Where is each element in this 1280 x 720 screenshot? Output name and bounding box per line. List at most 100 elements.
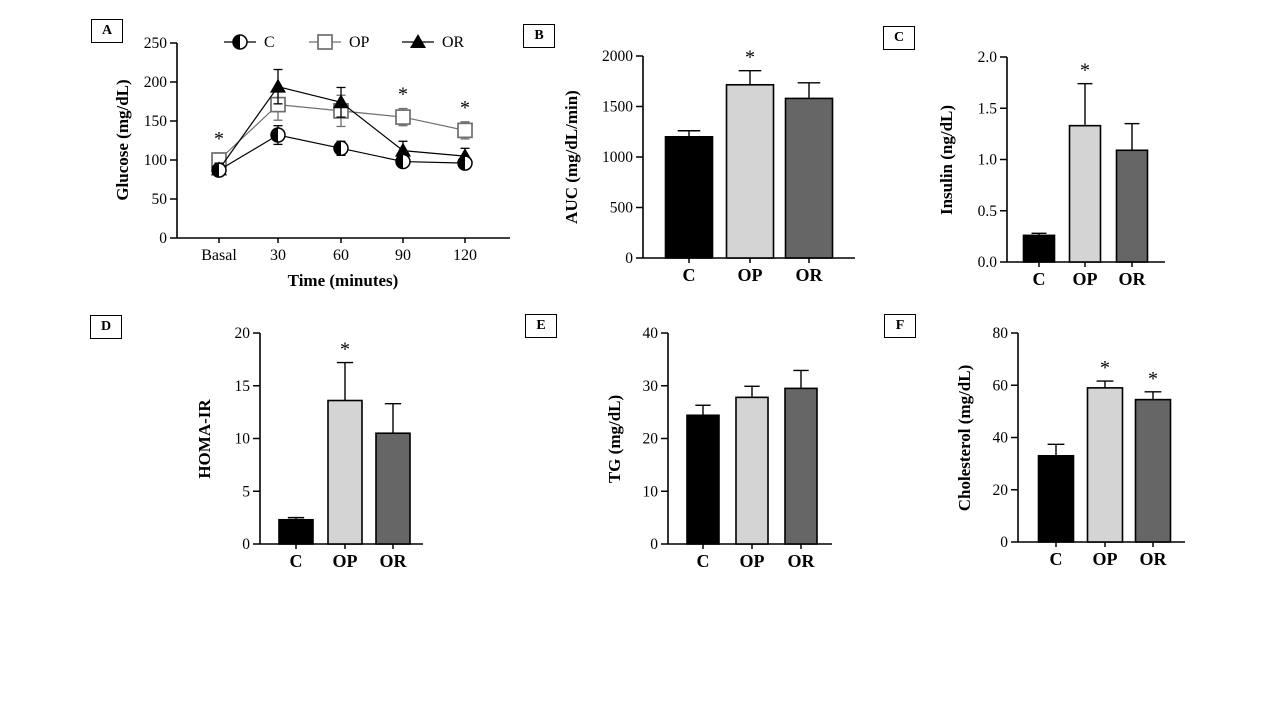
- axes: 0.0 0.5 1.0 1.5 2.0: [978, 49, 1165, 271]
- svg-text:2000: 2000: [602, 48, 633, 65]
- svg-text:150: 150: [144, 113, 168, 130]
- svg-text:250: 250: [144, 35, 168, 52]
- svg-text:20: 20: [993, 482, 1009, 499]
- svg-text:*: *: [745, 47, 755, 69]
- svg-text:OP: OP: [740, 551, 765, 571]
- panel-D-homa-ir: D 0 5 10 15 20 HOMA-IR C OP * OR: [80, 305, 460, 605]
- panel-D-label: D: [100, 319, 112, 334]
- svg-text:0.0: 0.0: [978, 254, 998, 271]
- svg-text:OR: OR: [788, 551, 816, 571]
- bars: C OP * OR *: [1037, 357, 1172, 569]
- axes: 0 500 1000 1500 2000: [602, 48, 855, 267]
- panel-E-tg: E 0 10 20 30 40 TG (mg/dL) C OP OR: [520, 305, 880, 605]
- panel-E-label: E: [536, 318, 546, 333]
- svg-text:0: 0: [650, 536, 658, 553]
- y-axis-label: HOMA-IR: [195, 399, 214, 479]
- svg-text:60: 60: [993, 377, 1009, 394]
- glucose-line-chart: 0 50 100 150 200 250 Glucose (mg/dL) Basal 30 60 9…: [113, 34, 510, 290]
- svg-text:0: 0: [1000, 534, 1008, 551]
- bars: C OP * OR: [1022, 60, 1149, 289]
- svg-text:80: 80: [993, 325, 1009, 342]
- panel-A-label-box: A: [91, 19, 123, 43]
- svg-text:OR: OR: [1140, 549, 1168, 569]
- homa-ir-bar-chart: 0 5 10 15 20 HOMA-IR C OP * OR: [195, 325, 423, 571]
- panel-B-auc: B 0 500 1000 1500 2000 AUC (mg/dL/min) C OP * OR: [520, 10, 880, 310]
- y-axis-label: Glucose (mg/dL): [113, 79, 132, 200]
- svg-text:OP: OP: [333, 551, 358, 571]
- svg-text:50: 50: [152, 191, 168, 208]
- svg-text:OR: OR: [380, 551, 408, 571]
- svg-text:*: *: [214, 128, 224, 150]
- y-axis-label: Insulin (ng/dL): [937, 105, 956, 215]
- panel-C-label: C: [893, 30, 905, 45]
- svg-text:OR: OR: [442, 34, 465, 51]
- svg-text:OP: OP: [1073, 269, 1098, 289]
- svg-text:60: 60: [333, 247, 349, 264]
- svg-text:1000: 1000: [602, 149, 633, 166]
- panel-F-cholesterol: F 0 20 40 60 80 Cholesterol (mg/dL) C OP * OR *: [875, 305, 1220, 605]
- svg-text:90: 90: [395, 247, 411, 264]
- svg-text:1.0: 1.0: [978, 152, 998, 169]
- svg-text:OP: OP: [1093, 549, 1118, 569]
- svg-text:200: 200: [144, 74, 168, 91]
- svg-text:100: 100: [144, 152, 168, 169]
- y-axis-label: Cholesterol (mg/dL): [955, 365, 974, 512]
- svg-text:OP: OP: [349, 34, 370, 51]
- series-OR: [211, 68, 473, 177]
- panel-A-label: A: [101, 23, 113, 38]
- svg-text:Basal: Basal: [201, 247, 237, 264]
- panel-C-insulin: C 0.0 0.5 1.0 1.5 2.0 Insulin (ng/dL) C OP * OR: [875, 10, 1220, 310]
- panel-F-label: F: [895, 318, 905, 333]
- svg-text:C: C: [697, 551, 710, 571]
- auc-bar-chart: 0 500 1000 1500 2000 AUC (mg/dL/min) C OP * OR: [562, 47, 855, 285]
- svg-text:15: 15: [235, 378, 251, 395]
- axes: 0 50 100 150 200 250: [144, 35, 510, 247]
- svg-text:10: 10: [643, 483, 659, 500]
- svg-text:*: *: [460, 97, 470, 119]
- svg-text:20: 20: [235, 325, 251, 342]
- insulin-bar-chart: 0.0 0.5 1.0 1.5 2.0 Insulin (ng/dL) C OP * OR: [937, 49, 1165, 289]
- svg-text:1.5: 1.5: [978, 100, 998, 117]
- significance-marks: * * *: [214, 84, 470, 150]
- svg-text:*: *: [1100, 357, 1110, 379]
- svg-text:C: C: [1050, 549, 1063, 569]
- panel-F-label-box: F: [884, 314, 916, 338]
- svg-text:0: 0: [242, 536, 250, 553]
- axes: 0 20 40 60 80: [993, 325, 1185, 551]
- svg-text:0: 0: [625, 250, 633, 267]
- series-C: [211, 125, 473, 178]
- svg-text:*: *: [398, 84, 408, 106]
- svg-text:C: C: [1033, 269, 1046, 289]
- svg-text:0: 0: [159, 230, 167, 247]
- panel-B-label-box: B: [523, 24, 555, 48]
- svg-text:20: 20: [643, 431, 659, 448]
- x-ticks: Basal 30 60 90 120: [201, 238, 477, 264]
- panel-B-label: B: [534, 28, 544, 43]
- y-axis-label: TG (mg/dL): [605, 395, 624, 483]
- svg-text:120: 120: [453, 247, 477, 264]
- svg-text:OP: OP: [738, 265, 763, 285]
- svg-text:10: 10: [235, 431, 251, 448]
- svg-text:0.5: 0.5: [978, 203, 998, 220]
- cholesterol-bar-chart: 0 20 40 60 80 Cholesterol (mg/dL) C OP * OR *: [955, 325, 1185, 569]
- svg-text:OR: OR: [796, 265, 824, 285]
- svg-text:40: 40: [993, 430, 1009, 447]
- svg-text:500: 500: [610, 200, 634, 217]
- x-axis-label: Time (minutes): [288, 271, 399, 290]
- tg-bar-chart: 0 10 20 30 40 TG (mg/dL) C OP OR: [605, 325, 832, 571]
- bars: C OP * OR: [664, 47, 834, 285]
- svg-text:C: C: [264, 34, 275, 51]
- svg-text:40: 40: [643, 325, 659, 342]
- svg-text:2.0: 2.0: [978, 49, 998, 66]
- svg-text:*: *: [340, 339, 350, 361]
- legend: C OP OR: [224, 34, 465, 51]
- panel-C-label-box: C: [883, 26, 915, 50]
- svg-text:1500: 1500: [602, 99, 633, 116]
- svg-text:C: C: [683, 265, 696, 285]
- bars: C OP * OR: [278, 339, 411, 571]
- svg-text:*: *: [1148, 368, 1158, 390]
- panel-A-glucose: A 0 50 100 150 200 250 Glucose (mg/dL) Basal 30 6…: [80, 10, 530, 310]
- y-axis-label: AUC (mg/dL/min): [562, 90, 581, 224]
- panel-D-label-box: D: [90, 315, 122, 339]
